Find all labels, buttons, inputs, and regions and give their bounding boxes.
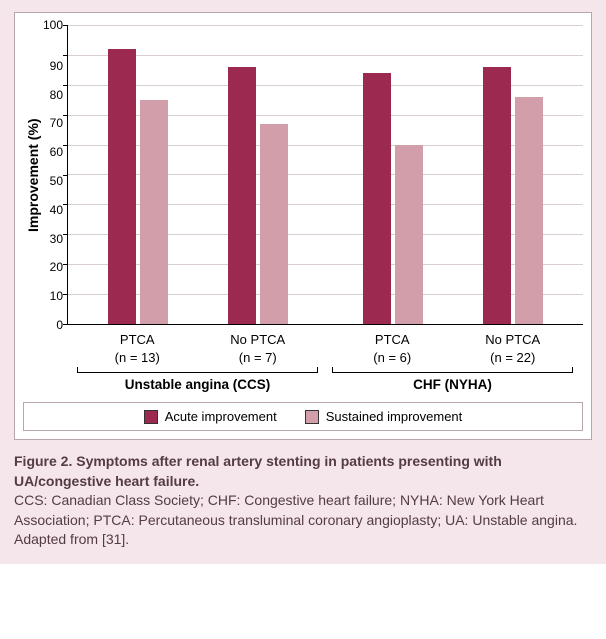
chart-box: Improvement (%) 1009080706050403020100 P… [14,12,592,440]
bar-group [453,25,573,324]
caption-period: . [125,531,129,547]
bar-group [333,25,453,324]
bar [140,100,168,324]
bar [108,49,136,324]
plot [67,25,583,325]
x-tick-label: PTCA(n = 6) [332,331,453,366]
x-tick-label: No PTCA(n = 7) [198,331,319,366]
group-underline [77,372,318,373]
y-tick-label: 80 [50,89,63,101]
group-underlines [67,366,583,373]
y-tick-label: 100 [43,19,63,31]
plot-area: Improvement (%) 1009080706050403020100 [23,25,583,325]
bar [228,67,256,324]
x-tick-label: PTCA(n = 13) [77,331,198,366]
legend-item-acute: Acute improvement [144,409,277,424]
y-tick-label: 10 [50,290,63,302]
y-tick-label: 0 [56,319,63,331]
legend-swatch-icon [305,410,319,424]
figure-container: Improvement (%) 1009080706050403020100 P… [0,0,606,564]
bar [363,73,391,324]
legend-swatch-icon [144,410,158,424]
figure-caption: Figure 2. Symptoms after renal artery st… [14,452,592,550]
group-label: Unstable angina (CCS) [77,377,318,392]
legend-item-sustained: Sustained improvement [305,409,463,424]
y-tick-label: 30 [50,233,63,245]
y-tick-label: 40 [50,204,63,216]
y-tick-label: 90 [50,60,63,72]
legend-label: Acute improvement [165,409,277,424]
y-tick-label: 60 [50,146,63,158]
legend: Acute improvement Sustained improvement [23,402,583,431]
y-tick-label: 20 [50,261,63,273]
caption-adapted: Adapted from [14,531,102,547]
caption-title: Figure 2. Symptoms after renal artery st… [14,453,502,489]
group-underline [332,372,573,373]
group-labels: Unstable angina (CCS) CHF (NYHA) [67,373,583,392]
bar [395,145,423,324]
caption-ref: [31] [102,531,125,547]
x-tick-label: No PTCA(n = 22) [453,331,574,366]
y-axis-label: Improvement (%) [23,25,43,325]
group-label: CHF (NYHA) [332,377,573,392]
bars-layer [68,25,583,324]
bar [260,124,288,324]
bar [483,67,511,324]
bar-group [78,25,198,324]
x-tick-labels: PTCA(n = 13)No PTCA(n = 7) PTCA(n = 6)No … [67,325,583,366]
y-tick-label: 50 [50,175,63,187]
bar-group [198,25,318,324]
legend-label: Sustained improvement [326,409,463,424]
y-tick-label: 70 [50,117,63,129]
bar [515,97,543,324]
caption-body: CCS: Canadian Class Society; CHF: Conges… [14,492,577,528]
